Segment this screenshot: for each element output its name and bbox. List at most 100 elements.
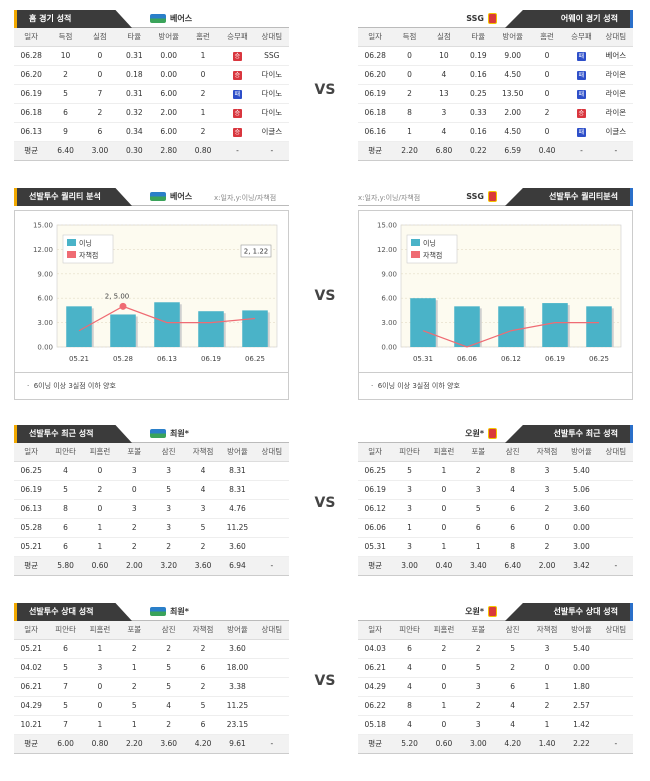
table-cell: 1 (185, 103, 221, 123)
tooltip-box (240, 244, 272, 258)
table-cell: 4 (392, 715, 427, 735)
table-cell: 0.32 (117, 103, 152, 123)
table-cell: 4 (392, 658, 427, 678)
pitcher-name: 최원* (170, 429, 189, 438)
table-cell: 3.00 (392, 556, 427, 576)
column-header: 삼진 (495, 443, 530, 462)
section-title: 선발투수 최근 성적 (505, 425, 633, 443)
section-title: 어웨이 경기 성적 (505, 10, 633, 28)
result-badge: 승 (232, 108, 242, 118)
table-row: 06.16 1 4 0.16 4.50 0 패 이글스 (358, 122, 633, 142)
pitcher-vs-right: 선발투수 상대 성적 오원* 일자 피안타 피홈런 포볼 삼진 자책점 방어율 상대팀 04.0… (358, 603, 633, 754)
table-cell (598, 639, 633, 659)
table-cell: 2 (426, 639, 462, 659)
table-cell: 0.31 (117, 84, 152, 104)
column-header: 실점 (426, 28, 462, 47)
table-cell: 8.31 (220, 480, 255, 500)
team-name: SSG (466, 14, 484, 23)
table-cell: 0 (82, 65, 118, 85)
section-title: 선발투수 퀄리티 분석 (14, 188, 132, 206)
table-cell: 2.00 (151, 103, 186, 123)
table-cell: 3 (185, 499, 221, 519)
table-cell: 6.94 (220, 556, 255, 576)
column-header: 삼진 (151, 443, 186, 462)
table-cell: 0.18 (117, 65, 152, 85)
table-cell: 0.00 (151, 65, 186, 85)
table-cell: 11.25 (220, 518, 255, 538)
table-row: 06.18 8 3 0.33 2.00 2 승 라이온 (358, 103, 633, 123)
pitcher-table: 일자 피안타 피홈런 포볼 삼진 자책점 방어율 상대팀 06.25 4 0 3 3 4 8.31 06.19… (14, 443, 289, 576)
table-row: 06.19 5 2 0 5 4 8.31 (14, 480, 289, 500)
table-cell: 6.00 (151, 122, 186, 142)
legend-label-er: 자책점 (79, 251, 98, 260)
table-cell: 0.31 (117, 46, 152, 66)
table-cell: 6 (461, 518, 496, 538)
table-cell: 3.42 (564, 556, 599, 576)
table-cell (254, 537, 289, 557)
table-cell: 패 (220, 84, 255, 104)
column-header: 득점 (48, 28, 83, 47)
column-header: 상대팀 (598, 28, 633, 47)
table-cell: 6 (392, 639, 427, 659)
table-row: 06.19 2 13 0.25 13.50 0 패 라이온 (358, 84, 633, 104)
table-cell: 1 (117, 658, 152, 678)
table-cell: 1 (82, 518, 118, 538)
section-header: 선발투수 최근 성적 오원* (358, 425, 633, 443)
table-row: 04.03 6 2 2 5 3 5.40 (358, 639, 633, 659)
column-header: 방어율 (564, 621, 599, 640)
pitcher-recent-right: 선발투수 최근 성적 오원* 일자 피안타 피홈런 포볼 삼진 자책점 방어율 상대팀 06.2… (358, 425, 633, 576)
table-cell: - (254, 734, 289, 754)
table-cell: 3.60 (185, 556, 221, 576)
table-cell: 2 (185, 84, 221, 104)
pitcher-table: 일자 피안타 피홈런 포볼 삼진 자책점 방어율 상대팀 06.25 5 1 2 8 3 5.40 06.19… (358, 443, 633, 576)
er-line (422, 321, 599, 348)
table-cell: 3 (461, 715, 496, 735)
table-cell: 0.60 (82, 556, 118, 576)
table-cell: 06.19 (14, 480, 49, 500)
table-row: 04.29 5 0 5 4 5 11.25 (14, 696, 289, 716)
table-cell: 0 (529, 518, 565, 538)
y-tick-label: 6.00 (381, 295, 397, 303)
table-cell: 5.40 (564, 461, 599, 481)
result-badge: 패 (232, 89, 242, 99)
bar-innings (542, 303, 568, 347)
table-cell: 06.12 (358, 499, 393, 519)
table-cell (598, 518, 633, 538)
table-cell: 3.60 (220, 639, 255, 659)
table-cell: 8 (392, 696, 427, 716)
average-row: 평균 3.00 0.40 3.40 6.40 2.00 3.42- (358, 556, 633, 576)
table-cell: 4.20 (495, 734, 530, 754)
column-header: 득점 (392, 28, 427, 47)
table-cell: 04.29 (14, 696, 49, 716)
table-cell: 3 (392, 480, 427, 500)
table-cell: 5 (495, 639, 530, 659)
table-cell: 2 (185, 639, 221, 659)
table-row: 06.13 9 6 0.34 6.00 2 승 이글스 (14, 122, 289, 142)
table-cell: 0.16 (461, 122, 496, 142)
table-cell: 3.38 (220, 677, 255, 697)
column-header: 타율 (117, 28, 152, 47)
table-cell: 0 (529, 122, 565, 142)
table-cell: 3.00 (82, 141, 118, 161)
table-cell (598, 677, 633, 697)
table-cell: 평균 (14, 734, 49, 754)
table-cell: 2 (151, 715, 186, 735)
table-cell: 06.28 (358, 46, 393, 66)
table-cell: - (254, 556, 289, 576)
table-cell: 5 (151, 480, 186, 500)
point-label: 2, 5.00 (105, 292, 130, 300)
team-logo-icon (150, 429, 166, 438)
result-badge: 패 (576, 127, 586, 137)
table-cell: 2 (461, 461, 496, 481)
table-row: 06.28 0 10 0.19 9.00 0 패 베어스 (358, 46, 633, 66)
average-row: 평균 6.40 3.00 0.30 2.80 0.80- - (14, 141, 289, 161)
table-cell: 평균 (358, 556, 393, 576)
table-cell: 0.00 (564, 518, 599, 538)
team-label: 오원* (465, 428, 497, 439)
table-cell: 0 (117, 480, 152, 500)
table-cell: 0 (529, 46, 565, 66)
table-cell: 8 (495, 461, 530, 481)
team-label: 베어스 (150, 191, 192, 202)
table-cell: 0 (529, 84, 565, 104)
